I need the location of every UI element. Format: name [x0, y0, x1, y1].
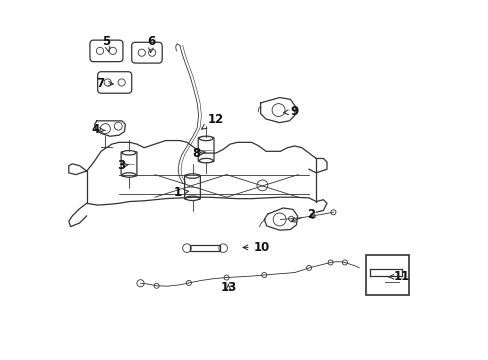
FancyBboxPatch shape: [184, 175, 200, 199]
Text: 6: 6: [147, 35, 155, 53]
Text: 4: 4: [91, 123, 105, 136]
Text: 8: 8: [192, 147, 205, 159]
FancyBboxPatch shape: [90, 40, 122, 62]
FancyBboxPatch shape: [121, 152, 137, 176]
Ellipse shape: [122, 150, 136, 155]
FancyBboxPatch shape: [198, 137, 214, 162]
Text: 10: 10: [243, 241, 269, 254]
Ellipse shape: [185, 174, 199, 178]
Ellipse shape: [185, 196, 199, 201]
Text: 2: 2: [291, 208, 314, 222]
Bar: [366, 255, 408, 295]
Text: 9: 9: [283, 105, 298, 118]
Ellipse shape: [199, 158, 212, 163]
Text: 5: 5: [102, 35, 110, 52]
FancyBboxPatch shape: [98, 72, 131, 93]
Text: 13: 13: [220, 281, 236, 294]
Text: 7: 7: [96, 77, 113, 90]
FancyBboxPatch shape: [131, 42, 162, 63]
Text: 3: 3: [117, 159, 128, 172]
Text: 12: 12: [201, 113, 224, 129]
Bar: [189, 245, 220, 251]
Ellipse shape: [122, 173, 136, 177]
Ellipse shape: [199, 136, 212, 141]
Text: 1: 1: [174, 186, 188, 199]
Text: 11: 11: [388, 270, 409, 283]
